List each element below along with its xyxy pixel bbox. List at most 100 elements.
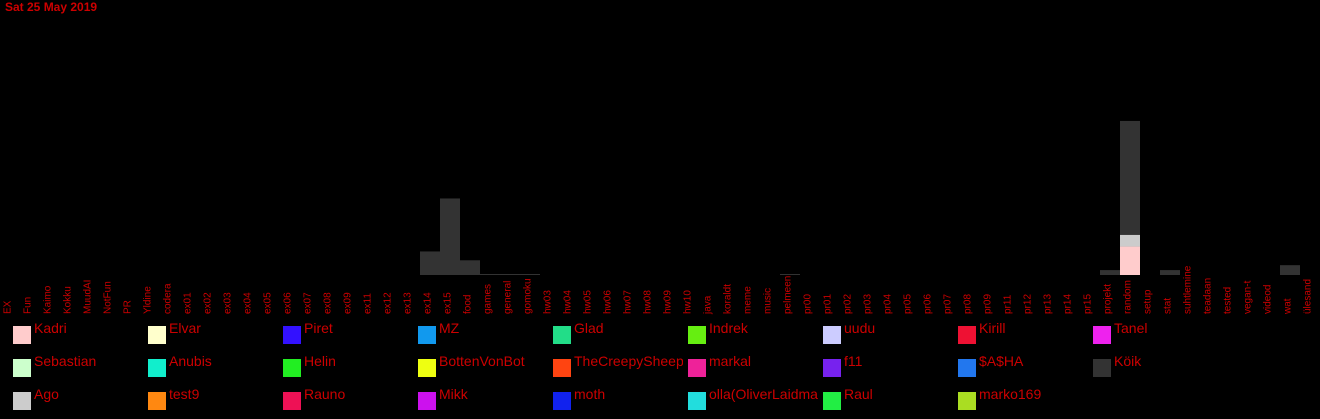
legend-label: test9 — [169, 386, 200, 402]
legend-label: Tanel — [1114, 320, 1147, 336]
legend-label: Rauno — [304, 386, 345, 402]
legend-item-Piret: Piret — [283, 320, 333, 344]
tick-label-NotFun: NotFun — [103, 281, 114, 314]
legend-item-uudu: uudu — [823, 320, 875, 344]
legend-item-Anubis: Anubis — [148, 353, 212, 377]
legend-item-Helin: Helin — [283, 353, 336, 377]
tick-label-Kaimo: Kaimo — [43, 285, 54, 314]
tick-label-pr12: pr12 — [1023, 294, 1034, 314]
bar-ex15-Köik — [440, 198, 460, 275]
legend-label: marko169 — [979, 386, 1041, 402]
legend-item-$A$HA: $A$HA — [958, 353, 1024, 377]
tick-label-pr04: pr04 — [883, 294, 894, 314]
legend-label: BottenVonBot — [439, 353, 525, 369]
legend-swatch — [13, 359, 31, 377]
legend-label: Helin — [304, 353, 336, 369]
tick-label-ex11: ex11 — [363, 293, 374, 314]
legend-swatch — [418, 392, 436, 410]
bar-ex14-Köik — [420, 251, 440, 275]
date-label: Sat 25 May 2019 — [5, 0, 98, 14]
legend-item-Raul: Raul — [823, 386, 873, 410]
legend-swatch — [823, 359, 841, 377]
tick-label-pr05: pr05 — [903, 294, 914, 314]
legend-item-olla(OliverLaidma): olla(OliverLaidma) — [688, 386, 823, 410]
legend-swatch — [148, 359, 166, 377]
tick-label-pr06: pr06 — [923, 294, 934, 314]
legend-label: Glad — [574, 320, 604, 336]
bar-gomoku-Köik — [520, 274, 540, 275]
tick-label-ex05: ex05 — [263, 292, 274, 314]
legend-item-moth: moth — [553, 386, 605, 410]
tick-label-hw05: hw05 — [583, 290, 594, 314]
legend-swatch — [283, 326, 301, 344]
tick-label-pr00: pr00 — [803, 294, 814, 314]
tick-label-MuudAI: MuudAI — [83, 280, 94, 314]
legend-item-Kadri: Kadri — [13, 320, 67, 344]
legend-label: Elvar — [169, 320, 201, 336]
tick-label-ex12: ex12 — [383, 292, 394, 314]
tick-label-suhtlemine: suhtlemine — [1183, 265, 1194, 314]
tick-label-gomoku: gomoku — [523, 278, 534, 314]
legend-swatch — [823, 326, 841, 344]
bar-stat-Köik — [1160, 270, 1180, 275]
bar-food-Köik — [460, 260, 480, 275]
legend-item-Indrek: Indrek — [688, 320, 749, 344]
tick-label-wat: wat — [1283, 298, 1294, 315]
legend-label: Kirill — [979, 320, 1005, 336]
bar-games-Köik — [480, 274, 500, 275]
tick-label-pr14: pr14 — [1063, 294, 1074, 314]
tick-label-ex15: ex15 — [443, 292, 454, 314]
legend-label: Ago — [34, 386, 59, 402]
legend-item-Glad: Glad — [553, 320, 604, 344]
legend-label: $A$HA — [979, 353, 1024, 369]
legend-swatch — [553, 359, 571, 377]
tick-label-ex06: ex06 — [283, 292, 294, 314]
legend-swatch — [553, 392, 571, 410]
tick-label-tested: tested — [1223, 287, 1234, 314]
tick-label-projekt: projekt — [1103, 284, 1114, 314]
tick-label-pr13: pr13 — [1043, 294, 1054, 314]
legend-swatch — [958, 359, 976, 377]
tick-label-music: music — [763, 288, 774, 314]
tick-label-food: food — [463, 295, 474, 314]
tick-label-EX: EX — [3, 300, 14, 314]
legend-swatch — [688, 359, 706, 377]
legend-label: Sebastian — [34, 353, 96, 369]
tick-label-hw06: hw06 — [603, 290, 614, 314]
legend-swatch — [958, 326, 976, 344]
tick-label-vegan-t: vegan-t — [1243, 280, 1254, 314]
tick-label-ex08: ex08 — [323, 292, 334, 314]
tick-label-pr02: pr02 — [843, 294, 854, 314]
tick-label-games: games — [483, 284, 494, 314]
legend-item-test9: test9 — [148, 386, 200, 410]
tick-label-codera: codera — [163, 283, 174, 314]
tick-label-hw09: hw09 — [663, 290, 674, 314]
tick-label-pr08: pr08 — [963, 294, 974, 314]
bar-random-Köik — [1120, 120, 1140, 235]
bar-random-Kadri — [1120, 246, 1140, 275]
legend-swatch — [1093, 326, 1111, 344]
tick-label-stat: stat — [1163, 298, 1174, 314]
tick-label-pr11: pr11 — [1003, 294, 1014, 314]
legend-label: Indrek — [709, 320, 749, 336]
legend-item-Sebastian: Sebastian — [13, 353, 96, 377]
bar-pelmeen-Köik — [780, 274, 800, 275]
tick-label-ex07: ex07 — [303, 292, 314, 314]
legend-item-marko169: marko169 — [958, 386, 1041, 410]
legend-label: Piret — [304, 320, 333, 336]
bar-wat-Köik — [1280, 265, 1300, 275]
legend-label: markal — [709, 353, 751, 369]
tick-label-pr03: pr03 — [863, 294, 874, 314]
legend-item-BottenVonBot: BottenVonBot — [418, 353, 525, 377]
legend-item-f11: f11 — [823, 353, 863, 377]
legend-label: Raul — [844, 386, 873, 402]
legend-swatch — [13, 392, 31, 410]
tick-label-teadaan: teadaan — [1203, 278, 1214, 314]
tick-label-random: random — [1123, 280, 1134, 314]
legend-item-TheCreepySheep: TheCreepySheep — [553, 353, 683, 377]
legend-item-Köik: Köik — [1093, 353, 1142, 377]
legend-swatch — [1093, 359, 1111, 377]
legend-label: olla(OliverLaidma) — [709, 386, 823, 402]
tick-label-hw03: hw03 — [543, 290, 554, 314]
legend-item-Elvar: Elvar — [148, 320, 201, 344]
